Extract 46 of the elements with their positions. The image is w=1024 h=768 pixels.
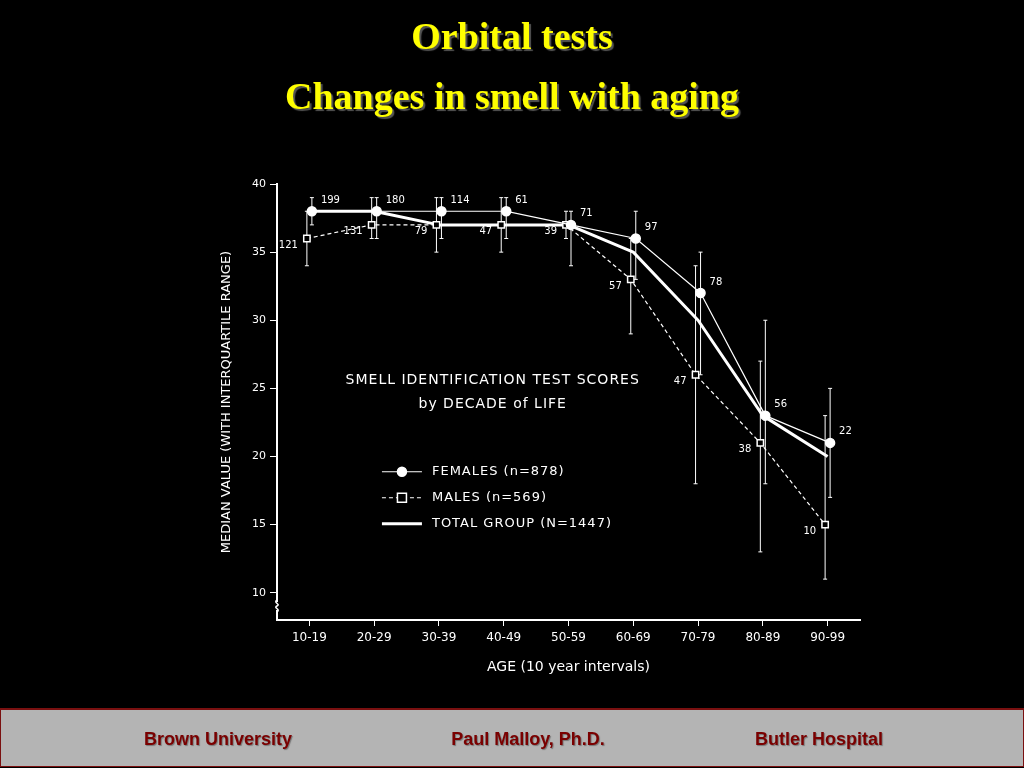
annotation: 71 — [580, 207, 593, 219]
text: Butler Hospital — [754, 728, 884, 750]
annotation: 47 — [479, 225, 493, 237]
annotation: 131 — [343, 225, 363, 237]
annotation: 79 — [414, 225, 428, 237]
x-tick-label: 60-69 — [615, 630, 651, 645]
legend-label: TOTAL GROUP (N=1447) — [430, 515, 612, 531]
y-tick-label: 35 — [252, 244, 266, 258]
legend-label: MALES (n=569) — [431, 489, 547, 505]
y-axis-title: MEDIAN VALUE (WITH INTERQUARTILE RANGE) — [218, 250, 234, 554]
x-tick-label: 40-49 — [486, 630, 522, 645]
annotation: 39 — [544, 225, 557, 237]
x-tick-label: 50-59 — [551, 630, 586, 645]
annotation: 61 — [515, 193, 528, 205]
legend-label: FEMALES (n=878) — [431, 463, 565, 479]
y-tick-label: 10 — [252, 585, 266, 599]
annotation: 47 — [673, 375, 687, 387]
annotation: by DECADE of LIFE — [418, 394, 567, 411]
y-tick-label: 15 — [252, 517, 266, 531]
x-tick-label: 90-99 — [810, 630, 846, 645]
annotation: 57 — [609, 279, 622, 291]
annotation: 97 — [644, 221, 658, 233]
annotation: 114 — [450, 193, 470, 205]
x-tick-label: 80-89 — [745, 630, 781, 645]
annotation: 56 — [774, 398, 788, 410]
chart-subtitle: Changes in smell with aging — [285, 74, 739, 118]
annotation: SMELL IDENTIFICATION TEST SCORES — [345, 370, 640, 387]
y-tick-label: 25 — [252, 381, 266, 395]
annotation: 180 — [385, 193, 405, 205]
y-tick-label: 40 — [252, 176, 266, 190]
text: Paul Malloy, Ph.D. — [451, 728, 605, 750]
x-tick-label: 70-79 — [680, 630, 716, 645]
x-tick-label: 20-29 — [356, 630, 392, 645]
annotation: 22 — [839, 425, 852, 437]
y-tick-label: 30 — [252, 313, 266, 327]
text: Brown University — [143, 728, 293, 750]
annotation: 10 — [803, 525, 817, 537]
x-tick-label: 10-19 — [291, 630, 327, 645]
annotation: 78 — [709, 275, 723, 287]
chart-title: Orbital tests — [411, 14, 613, 58]
annotation: 38 — [738, 443, 752, 455]
annotation: 199 — [320, 193, 340, 205]
annotation: 121 — [278, 239, 298, 251]
x-tick-label: 30-39 — [421, 630, 457, 645]
y-tick-label: 20 — [252, 449, 266, 463]
x-axis-title: AGE (10 year intervals) — [486, 658, 651, 675]
